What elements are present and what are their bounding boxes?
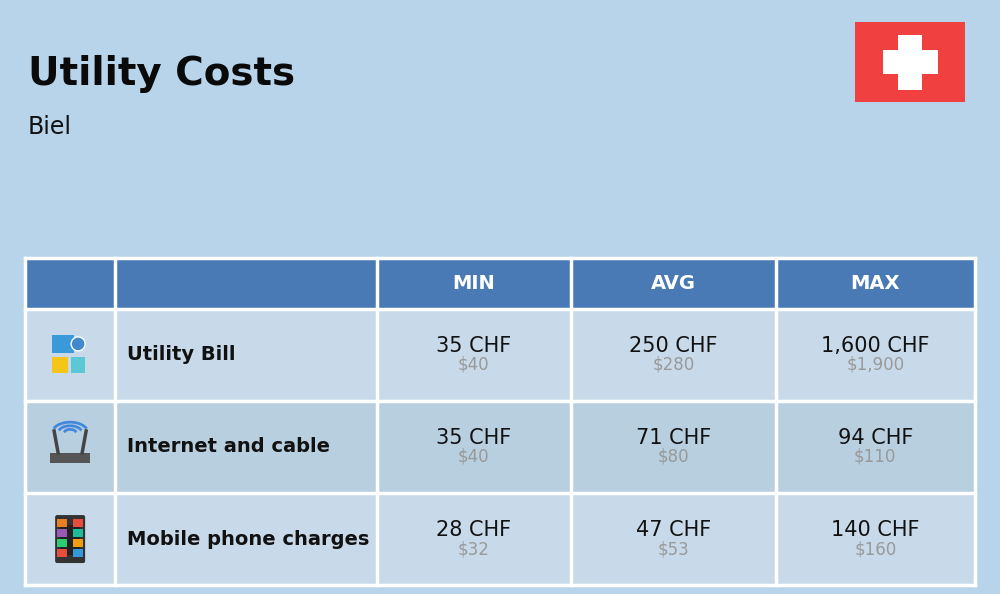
Bar: [57, 539, 67, 547]
Text: 71 CHF: 71 CHF: [636, 428, 711, 448]
Text: 140 CHF: 140 CHF: [831, 520, 920, 540]
Text: AVG: AVG: [651, 274, 696, 293]
Text: 35 CHF: 35 CHF: [436, 428, 512, 448]
Bar: [73, 529, 83, 537]
Text: $110: $110: [854, 448, 896, 466]
Bar: [60, 525, 80, 555]
Text: 47 CHF: 47 CHF: [636, 520, 711, 540]
Bar: [52, 357, 68, 373]
Text: MIN: MIN: [452, 274, 495, 293]
Text: $40: $40: [458, 356, 490, 374]
Text: MAX: MAX: [850, 274, 900, 293]
Text: Internet and cable: Internet and cable: [127, 438, 330, 456]
Text: 250 CHF: 250 CHF: [629, 336, 718, 356]
Text: $80: $80: [658, 448, 689, 466]
Bar: [57, 519, 67, 527]
Text: Utility Bill: Utility Bill: [127, 346, 236, 364]
Bar: [25, 493, 975, 585]
Text: Mobile phone charges: Mobile phone charges: [127, 530, 370, 548]
Bar: [25, 309, 975, 401]
Bar: [73, 519, 83, 527]
Text: $160: $160: [854, 540, 896, 558]
Text: 35 CHF: 35 CHF: [436, 336, 512, 356]
Bar: [898, 34, 922, 90]
Text: $1,900: $1,900: [846, 356, 904, 374]
Bar: [50, 453, 90, 463]
Text: $53: $53: [658, 540, 689, 558]
Text: 94 CHF: 94 CHF: [838, 428, 913, 448]
Bar: [883, 50, 938, 74]
Bar: [52, 335, 74, 353]
Bar: [57, 549, 67, 557]
Text: $280: $280: [652, 356, 694, 374]
Text: $40: $40: [458, 448, 490, 466]
Bar: [71, 357, 85, 373]
Bar: [57, 529, 67, 537]
Text: 1,600 CHF: 1,600 CHF: [821, 336, 930, 356]
Bar: [73, 549, 83, 557]
Bar: [25, 258, 975, 309]
Bar: [25, 401, 975, 493]
Circle shape: [71, 337, 85, 351]
Text: Biel: Biel: [28, 115, 72, 139]
FancyBboxPatch shape: [55, 515, 85, 563]
Text: $32: $32: [458, 540, 490, 558]
Bar: [855, 22, 965, 102]
Text: Utility Costs: Utility Costs: [28, 55, 295, 93]
Bar: [73, 539, 83, 547]
Text: 28 CHF: 28 CHF: [436, 520, 511, 540]
